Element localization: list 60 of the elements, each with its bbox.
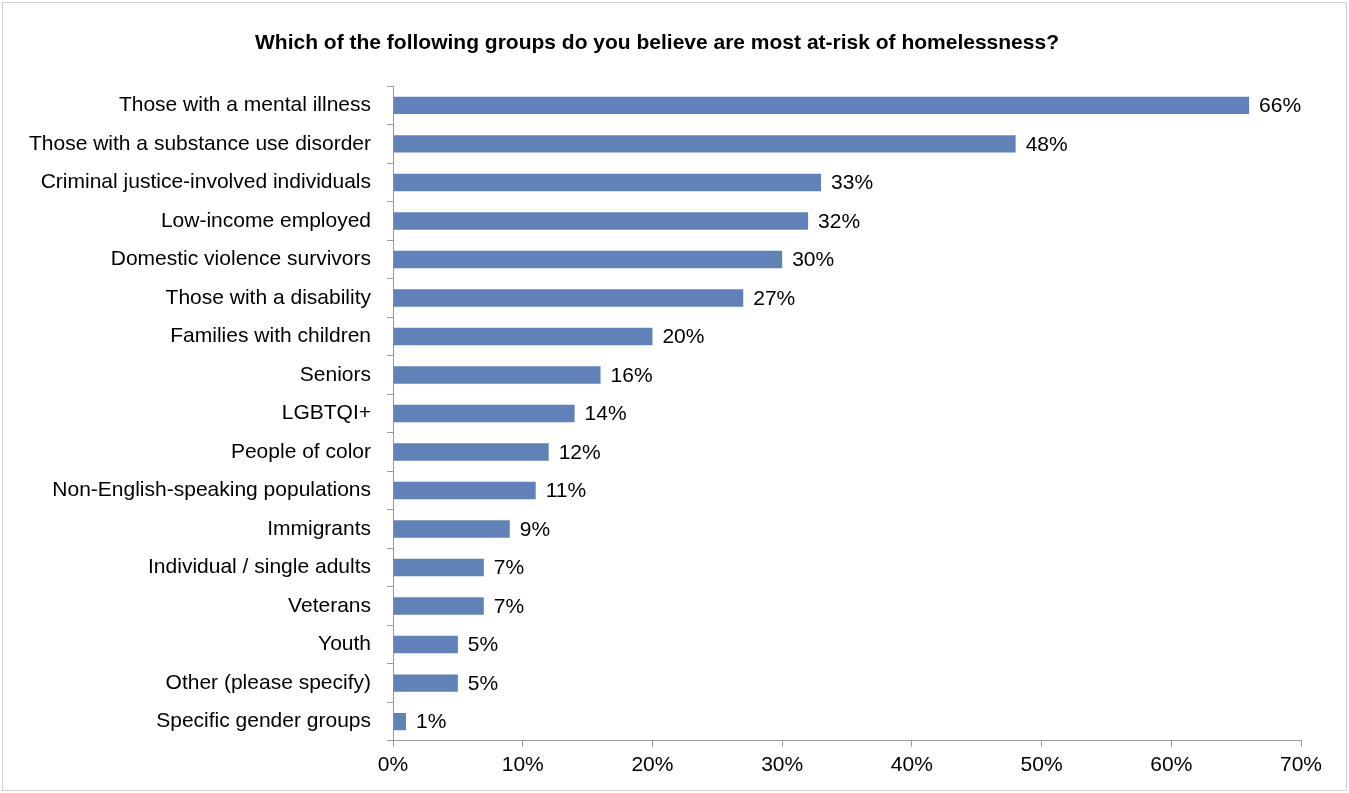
bar: [393, 443, 549, 461]
y-tick-label: People of color: [230, 438, 372, 462]
data-label: 27%: [753, 285, 796, 309]
data-label: 9%: [519, 516, 551, 540]
data-label: 5%: [467, 632, 499, 656]
bar: [393, 481, 536, 500]
y-tick-label: LGBTQI+: [281, 400, 372, 424]
y-tick-label: Criminal justice-involved individuals: [40, 169, 372, 193]
data-label: 48%: [1025, 131, 1068, 155]
y-tick-label: Specific gender groups: [156, 708, 372, 732]
bar: [393, 674, 458, 692]
bar: [393, 289, 744, 307]
data-label: 12%: [558, 439, 601, 463]
x-tick-label: 0%: [377, 752, 409, 776]
bar: [393, 250, 783, 269]
x-tick-label: 40%: [890, 752, 933, 776]
bar: [393, 96, 1250, 115]
x-tick-label: 70%: [1279, 752, 1323, 776]
bar: [393, 173, 822, 192]
bar: [393, 404, 575, 423]
y-tick-label: Those with a substance use disorder: [28, 130, 372, 154]
data-label: 5%: [467, 670, 499, 694]
bar: [393, 635, 458, 654]
bar: [393, 366, 601, 384]
y-tick-label: Individual / single adults: [148, 554, 372, 578]
data-label: 33%: [831, 170, 874, 194]
y-tick-label: Domestic violence survivors: [110, 246, 372, 270]
y-tick-label: Non-English-speaking populations: [52, 477, 372, 501]
data-label: 32%: [818, 208, 861, 232]
x-tick-label: 20%: [631, 752, 674, 776]
x-tick-label: 60%: [1150, 752, 1193, 776]
chart-title: Which of the following groups do you believe are most at-risk of homelessness?: [255, 30, 1059, 54]
y-tick-label: Low-income employed: [160, 207, 372, 231]
y-tick-label: Veterans: [288, 592, 372, 616]
y-tick-label: Seniors: [299, 361, 372, 385]
data-label: 14%: [584, 401, 627, 425]
data-label: 30%: [792, 247, 835, 271]
bar: [393, 212, 809, 230]
bar: [393, 558, 484, 577]
data-label: 66%: [1259, 93, 1302, 117]
x-tick-label: 50%: [1020, 752, 1063, 776]
y-tick-label: Youth: [318, 631, 372, 655]
bar: [393, 135, 1016, 153]
data-label: 20%: [662, 324, 705, 348]
data-label: 1%: [415, 709, 447, 733]
y-tick-label: Immigrants: [267, 515, 372, 539]
bar: [393, 597, 484, 615]
x-tick-label: 30%: [761, 752, 804, 776]
bar: [393, 327, 653, 346]
data-label: 11%: [545, 478, 587, 502]
y-tick-label: Families with children: [170, 323, 372, 347]
x-tick-label: 10%: [501, 752, 544, 776]
data-label: 16%: [610, 362, 653, 386]
bar: [393, 520, 510, 538]
y-tick-label: Those with a disability: [165, 284, 372, 308]
y-tick-label: Those with a mental illness: [118, 92, 372, 116]
y-tick-label: Other (please specify): [165, 669, 372, 693]
bar: [393, 712, 406, 731]
data-label: 7%: [493, 593, 525, 617]
data-label: 7%: [493, 555, 525, 579]
